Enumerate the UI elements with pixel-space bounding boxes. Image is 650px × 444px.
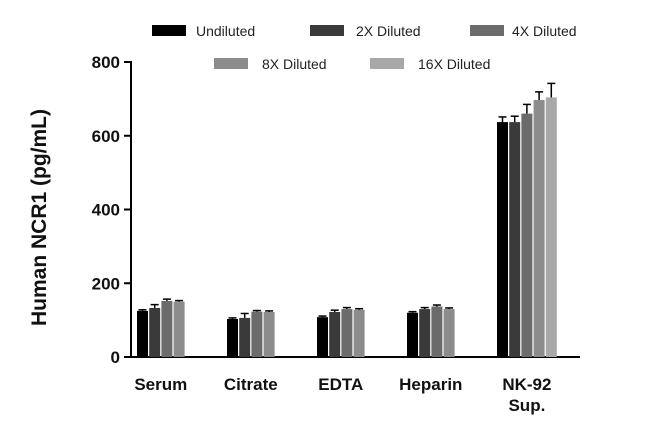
- bar: [509, 122, 521, 357]
- legend-label: 16X Diluted: [418, 56, 490, 72]
- y-tick-label: 0: [111, 348, 120, 367]
- bar: [521, 113, 533, 357]
- bar: [341, 309, 353, 357]
- y-tick-label: 200: [92, 274, 120, 293]
- legend-label: 8X Diluted: [262, 56, 327, 72]
- bar: [317, 317, 328, 357]
- bar: [497, 122, 508, 357]
- bar: [137, 310, 148, 357]
- y-tick-label: 600: [92, 127, 120, 146]
- legend-swatch: [370, 58, 404, 69]
- bar: [263, 312, 275, 357]
- bar: [407, 312, 418, 357]
- y-axis-title: Human NCR1 (pg/mL): [28, 109, 51, 326]
- legend-swatch: [310, 25, 344, 36]
- bar: [329, 312, 341, 357]
- legend-swatch: [152, 25, 186, 36]
- legend-swatch: [470, 25, 504, 36]
- x-tick-label: Serum: [134, 375, 187, 394]
- x-tick-label: Citrate: [224, 375, 278, 394]
- bar: [251, 311, 263, 357]
- bar: [227, 319, 238, 357]
- y-tick-label: 400: [92, 201, 120, 220]
- x-tick-label: Heparin: [399, 375, 462, 394]
- bar: [161, 300, 173, 357]
- bar: [149, 307, 161, 357]
- y-tick-label: 800: [92, 53, 120, 72]
- bar: [419, 309, 431, 357]
- x-tick-label: EDTA: [318, 375, 363, 394]
- x-tick-label: Sup.: [508, 396, 545, 415]
- legend-label: 2X Diluted: [356, 23, 421, 39]
- bar: [173, 301, 185, 357]
- bar: [239, 317, 251, 357]
- legend-label: Undiluted: [196, 23, 255, 39]
- bar: [431, 306, 443, 357]
- bar: [533, 99, 545, 357]
- legend-label: 4X Diluted: [512, 23, 577, 39]
- x-tick-label: NK-92: [502, 375, 551, 394]
- bar: [353, 309, 365, 357]
- bar: [545, 97, 557, 358]
- bar: [443, 309, 455, 357]
- legend-swatch: [214, 58, 248, 69]
